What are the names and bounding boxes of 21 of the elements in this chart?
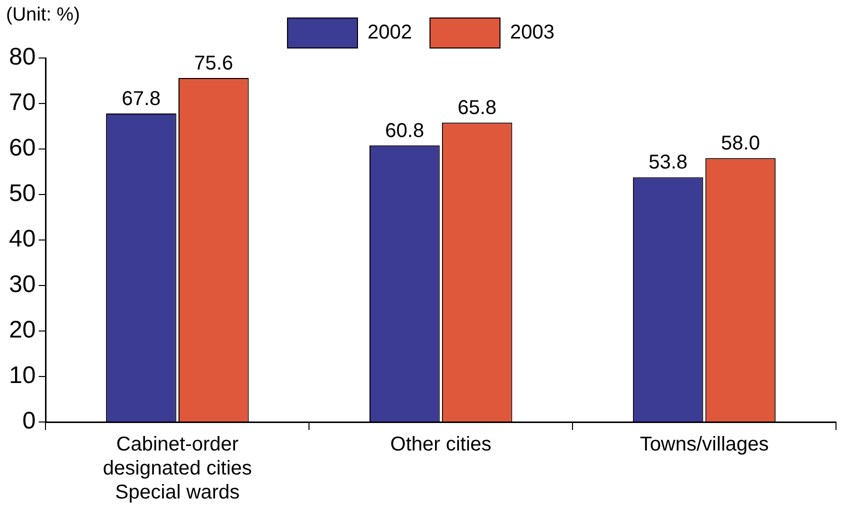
legend-label: 2003 bbox=[510, 22, 554, 44]
x-tick-label: Other cities bbox=[390, 434, 492, 456]
y-tick-label: 10 bbox=[8, 362, 36, 390]
y-tick-label: 80 bbox=[8, 44, 36, 71]
x-tick-label: Cabinet-order designated cities Special wards bbox=[102, 434, 252, 504]
y-tick-label: 40 bbox=[8, 226, 36, 253]
data-label: 58.0 bbox=[721, 132, 760, 155]
legend-label: 2002 bbox=[368, 22, 412, 44]
y-tick-label: 30 bbox=[8, 271, 36, 298]
y-tick-label: 70 bbox=[8, 89, 36, 116]
data-label: 65.8 bbox=[458, 97, 497, 120]
x-tick-label: Towns/villages bbox=[640, 434, 769, 456]
text: (Unit: %) bbox=[6, 4, 80, 26]
data-label: 60.8 bbox=[385, 120, 424, 142]
data-label: 67.8 bbox=[122, 88, 161, 110]
y-tick-label: 20 bbox=[8, 316, 36, 344]
y-tick-label: 50 bbox=[8, 180, 36, 208]
y-tick-label: 0 bbox=[22, 408, 36, 435]
data-label: 53.8 bbox=[648, 152, 688, 174]
data-label: 75.6 bbox=[194, 52, 234, 75]
y-tick-label: 60 bbox=[8, 134, 36, 162]
